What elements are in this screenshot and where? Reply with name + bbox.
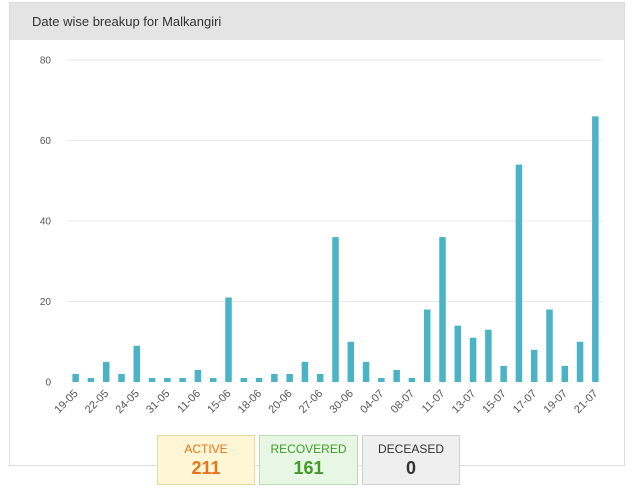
bar[interactable] (164, 377, 171, 382)
y-tick-label: 80 (40, 56, 52, 67)
x-tick-label: 18-06 (236, 388, 264, 416)
bar[interactable] (561, 365, 569, 382)
bar[interactable] (209, 377, 217, 382)
bar[interactable] (225, 297, 232, 382)
bar[interactable] (118, 373, 125, 382)
x-axis-ticks: 19-05 22-05 24-05 31-05 11-06 15-06 18-06 20-06… (52, 388, 600, 416)
bar[interactable] (271, 373, 278, 382)
deceased-value: 0 (405, 458, 416, 478)
bar[interactable] (133, 345, 141, 382)
bar[interactable] (378, 377, 385, 382)
bar[interactable] (408, 377, 416, 382)
y-tick-label: 60 (40, 136, 52, 147)
bar[interactable] (87, 377, 95, 382)
bar[interactable] (515, 164, 523, 382)
recovered-stat-box[interactable]: RECOVERED 161 (259, 435, 358, 485)
x-tick-label: 15-06 (205, 388, 233, 416)
x-tick-label: 20-06 (266, 388, 294, 416)
x-tick-label: 17-07 (511, 388, 539, 416)
x-tick-label: 11-06 (175, 388, 203, 416)
bar[interactable] (393, 369, 400, 382)
bar[interactable] (454, 325, 462, 382)
x-tick-label: 15-07 (480, 388, 508, 416)
bar[interactable] (362, 361, 370, 382)
bar[interactable] (102, 361, 110, 382)
bar[interactable] (485, 329, 492, 382)
x-tick-label: 31-05 (144, 388, 172, 416)
y-tick-label: 0 (45, 378, 51, 389)
x-tick-label: 11-07 (420, 388, 448, 416)
bar[interactable] (72, 373, 79, 382)
bar[interactable] (576, 341, 584, 382)
bar[interactable] (240, 377, 248, 382)
active-value: 211 (191, 458, 221, 478)
x-tick-label: 27-06 (297, 388, 325, 416)
active-label: ACTIVE (184, 442, 228, 456)
x-tick-label: 08-07 (389, 388, 417, 416)
bar[interactable] (347, 341, 355, 382)
bars (72, 116, 599, 382)
y-axis-ticks: 0 20 40 60 80 (40, 56, 52, 389)
bar[interactable] (469, 337, 477, 382)
bar[interactable] (332, 237, 339, 382)
deceased-label: DECEASED (377, 442, 445, 456)
deceased-stat-box[interactable]: DECEASED 0 (362, 435, 460, 485)
bar[interactable] (194, 369, 202, 382)
bar[interactable] (500, 365, 507, 382)
x-tick-label: 04-07 (358, 388, 386, 416)
bar[interactable] (316, 373, 324, 382)
x-tick-label: 19-07 (542, 388, 570, 416)
recovered-label: RECOVERED (270, 442, 347, 456)
bar[interactable] (592, 116, 599, 382)
bar[interactable] (301, 361, 309, 382)
x-tick-label: 21-07 (572, 388, 600, 416)
bar[interactable] (255, 377, 263, 382)
panel-title: Date wise breakup for Malkangiri (10, 3, 624, 40)
recovered-value: 161 (293, 458, 324, 478)
bar[interactable] (286, 373, 293, 382)
bar[interactable] (423, 309, 431, 382)
x-tick-label: 30-06 (328, 388, 356, 416)
active-stat-box[interactable]: ACTIVE 211 (157, 435, 255, 485)
x-tick-label: 22-05 (83, 388, 111, 416)
bar[interactable] (530, 349, 538, 382)
x-tick-label: 24-05 (114, 388, 142, 416)
y-tick-label: 40 (40, 217, 52, 228)
x-tick-label: 19-05 (52, 388, 80, 416)
bar[interactable] (546, 309, 553, 382)
bar[interactable] (439, 237, 446, 382)
x-tick-label: 13-07 (450, 388, 478, 416)
grid-lines (68, 59, 603, 302)
y-tick-label: 20 (40, 297, 52, 308)
bar-chart: 0 20 40 60 80 19-05 22-05 24-05 31-05 11-06 15-06… (40, 56, 603, 416)
chart-panel: Date wise breakup for Malkangiri (9, 2, 625, 466)
bar[interactable] (148, 377, 156, 382)
bar[interactable] (179, 377, 186, 382)
